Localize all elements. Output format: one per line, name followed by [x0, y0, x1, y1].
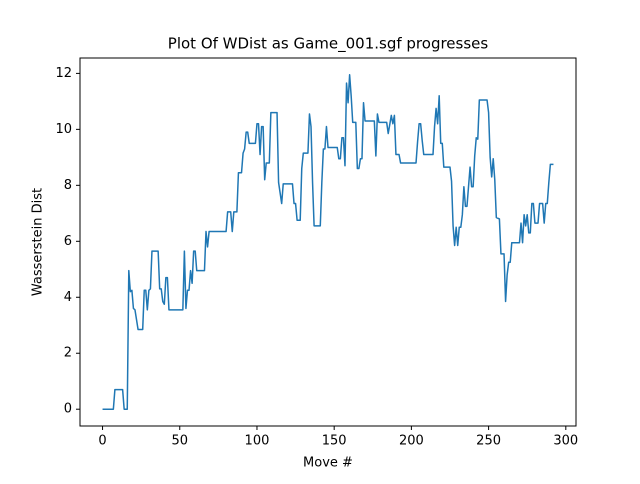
y-tick-label: 2 [64, 346, 72, 361]
y-tick-label: 6 [64, 234, 72, 249]
y-tick-label: 12 [55, 66, 72, 81]
x-tick-label: 100 [245, 434, 270, 449]
y-tick-label: 8 [64, 178, 72, 193]
x-tick-label: 0 [98, 434, 106, 449]
x-tick-label: 250 [476, 434, 501, 449]
x-tick-label: 200 [399, 434, 424, 449]
data-line [102, 74, 554, 410]
x-axis-label: Move # [303, 456, 353, 471]
plot-frame [79, 57, 577, 427]
chart-title: Plot Of WDist as Game_001.sgf progresses [168, 35, 489, 54]
x-tick-label: 50 [171, 434, 188, 449]
y-tick-label: 10 [55, 122, 72, 137]
y-tick-label: 0 [64, 402, 72, 417]
x-tick-label: 150 [322, 434, 347, 449]
y-axis-label: Wasserstein Dist [31, 188, 46, 296]
x-tick-label: 300 [553, 434, 578, 449]
y-tick-label: 4 [64, 290, 72, 305]
